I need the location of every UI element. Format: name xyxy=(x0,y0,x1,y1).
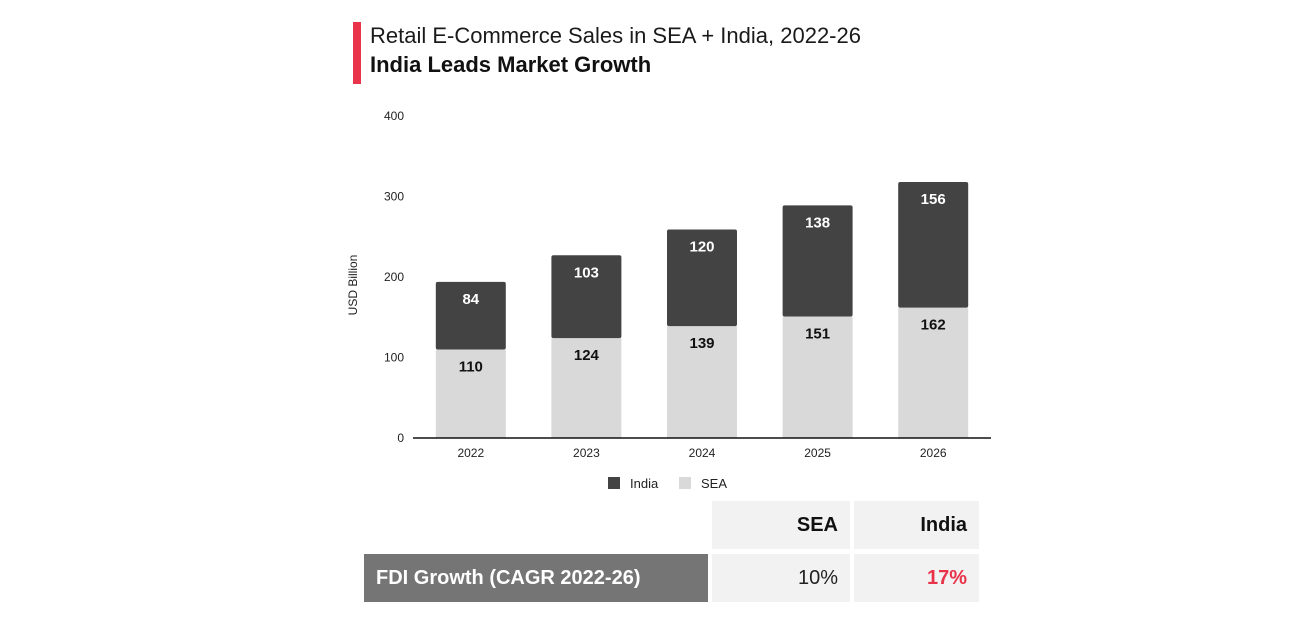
chart-title: India Leads Market Growth xyxy=(370,52,652,77)
data-label-india-2025: 138 xyxy=(805,214,830,231)
data-label-sea-2023: 124 xyxy=(574,347,600,364)
table-row-label: FDI Growth (CAGR 2022-26) xyxy=(364,554,708,602)
bar-sea-2023 xyxy=(551,338,622,438)
y-tick-label: 200 xyxy=(384,270,404,284)
legend-label-sea: SEA xyxy=(701,476,727,491)
x-tick-label: 2025 xyxy=(804,446,831,460)
legend-swatch-sea xyxy=(679,477,691,489)
data-label-india-2024: 120 xyxy=(689,239,714,256)
title-accent-bar xyxy=(353,22,361,84)
y-axis-label: USD Billion xyxy=(346,255,360,316)
data-label-sea-2026: 162 xyxy=(921,317,946,334)
data-label-sea-2025: 151 xyxy=(805,325,830,342)
bar-sea-2025 xyxy=(782,316,853,438)
table-header-sea: SEA xyxy=(712,501,850,549)
table-cell-india-growth: 17% xyxy=(854,554,979,602)
stacked-bar-chart: 0 100 200 300 400 USD Billion 110 84 2022 124 103 2… xyxy=(346,109,991,491)
x-tick-label: 2026 xyxy=(920,446,947,460)
legend-label-india: India xyxy=(630,476,659,491)
x-tick-label: 2024 xyxy=(689,446,716,460)
table-header-india: India xyxy=(854,501,979,549)
bar-india-2026 xyxy=(898,182,969,308)
data-label-sea-2022: 110 xyxy=(459,358,483,375)
bar-sea-2022 xyxy=(435,349,506,438)
data-label-india-2023: 103 xyxy=(574,264,599,281)
bar-india-2025 xyxy=(782,205,853,317)
bar-sea-2024 xyxy=(667,326,737,438)
bar-india-2024 xyxy=(667,229,737,327)
x-tick-label: 2022 xyxy=(457,446,484,460)
data-label-india-2026: 156 xyxy=(921,191,946,208)
data-label-sea-2024: 139 xyxy=(689,335,714,352)
y-tick-label: 0 xyxy=(397,431,404,445)
chart-subtitle: Retail E-Commerce Sales in SEA + India, … xyxy=(370,23,861,48)
chart-header: Retail E-Commerce Sales in SEA + India, … xyxy=(370,22,861,80)
y-tick-label: 300 xyxy=(384,190,404,204)
bar-india-2023 xyxy=(551,255,622,339)
x-tick-label: 2023 xyxy=(573,446,600,460)
data-label-india-2022: 84 xyxy=(462,291,479,308)
bar-india-2022 xyxy=(435,281,506,350)
legend-swatch-india xyxy=(608,477,620,489)
y-tick-label: 100 xyxy=(384,351,404,365)
bar-sea-2026 xyxy=(898,307,969,438)
y-tick-label: 400 xyxy=(384,109,404,123)
table-cell-sea-growth: 10% xyxy=(712,554,850,602)
